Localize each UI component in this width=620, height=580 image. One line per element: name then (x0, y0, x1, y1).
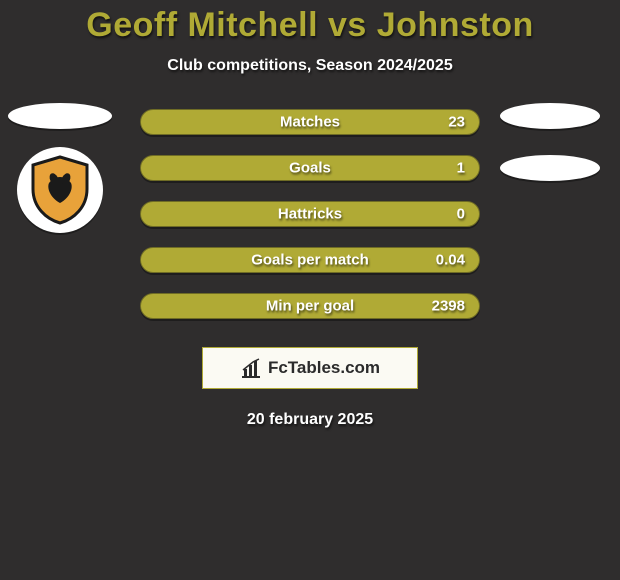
stat-label: Matches (280, 114, 340, 131)
club-crest-icon (29, 155, 91, 225)
bar-chart-icon (240, 357, 262, 379)
brand-text: FcTables.com (268, 358, 380, 378)
stat-value: 0 (457, 206, 465, 223)
brand-badge: FcTables.com (202, 347, 418, 389)
date-text: 20 february 2025 (0, 411, 620, 429)
page-title: Geoff Mitchell vs Johnston (0, 0, 620, 45)
stat-value: 2398 (432, 298, 465, 315)
right-player-flag-placeholder (500, 103, 600, 129)
stat-label: Goals per match (251, 252, 369, 269)
stat-bars: Matches 23 Goals 1 Hattricks 0 Goals per… (140, 109, 480, 319)
left-club-badge (17, 147, 103, 233)
stat-label: Min per goal (266, 298, 354, 315)
stat-label: Hattricks (278, 206, 342, 223)
stat-value: 23 (448, 114, 465, 131)
stat-label: Goals (289, 160, 331, 177)
stat-bar-matches: Matches 23 (140, 109, 480, 135)
left-player-flag-placeholder (8, 103, 112, 129)
right-club-badge-placeholder (500, 155, 600, 181)
stat-value: 1 (457, 160, 465, 177)
left-player-column (8, 103, 112, 233)
stat-bar-goals-per-match: Goals per match 0.04 (140, 247, 480, 273)
stat-bar-hattricks: Hattricks 0 (140, 201, 480, 227)
right-player-column (500, 103, 600, 181)
comparison-arena: Matches 23 Goals 1 Hattricks 0 Goals per… (0, 109, 620, 319)
stat-bar-goals: Goals 1 (140, 155, 480, 181)
stat-bar-min-per-goal: Min per goal 2398 (140, 293, 480, 319)
stat-value: 0.04 (436, 252, 465, 269)
page-subtitle: Club competitions, Season 2024/2025 (0, 57, 620, 75)
